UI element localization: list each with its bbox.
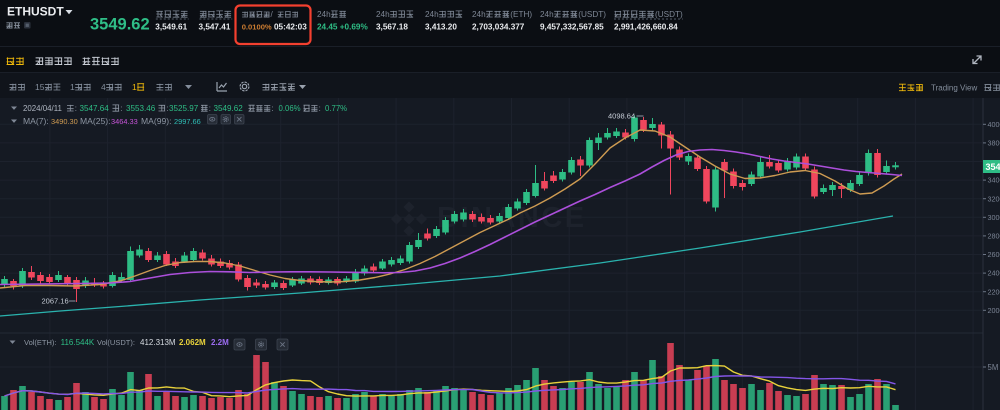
svg-text:(USDT): (USDT) — [578, 10, 606, 19]
svg-text:3490.30: 3490.30 — [51, 117, 78, 126]
svg-text:4000: 4000 — [988, 120, 1000, 129]
svg-text:24h: 24h — [472, 10, 486, 19]
svg-text:2.062M: 2.062M — [179, 338, 206, 347]
svg-text:Vol(ETH):: Vol(ETH): — [24, 338, 57, 347]
svg-text:4: 4 — [101, 82, 106, 92]
svg-text:3549.62: 3549.62 — [214, 104, 244, 113]
svg-text:3549.62: 3549.62 — [90, 16, 150, 34]
svg-text:3547.64: 3547.64 — [80, 104, 110, 113]
svg-text:3,413.20: 3,413.20 — [425, 23, 457, 32]
svg-text:24h: 24h — [376, 10, 390, 19]
svg-text:MA(99):: MA(99): — [141, 116, 172, 126]
svg-text:3000: 3000 — [988, 213, 1000, 222]
svg-text:3464.33: 3464.33 — [111, 117, 138, 126]
svg-text:ETHUSDT: ETHUSDT — [7, 5, 64, 19]
svg-text:15: 15 — [35, 82, 45, 92]
svg-text:24.45 +0.69%: 24.45 +0.69% — [317, 23, 368, 32]
svg-text:116.544K: 116.544K — [61, 338, 95, 347]
svg-text:2400: 2400 — [988, 269, 1000, 278]
svg-text:2200: 2200 — [988, 287, 1000, 296]
svg-text::: : — [209, 104, 211, 113]
svg-text:4098.64: 4098.64 — [608, 112, 635, 121]
svg-text:(USDT): (USDT) — [655, 10, 683, 19]
svg-text::: : — [75, 104, 77, 113]
svg-text:3,567.18: 3,567.18 — [376, 23, 408, 32]
svg-text:24h: 24h — [317, 10, 331, 19]
svg-text:0.77%: 0.77% — [325, 104, 347, 113]
svg-text:3553.46: 3553.46 — [126, 104, 156, 113]
svg-text:MA(25):: MA(25): — [80, 116, 111, 126]
svg-text:24h: 24h — [540, 10, 554, 19]
svg-text:(ETH): (ETH) — [510, 10, 532, 19]
svg-text:2024/04/11: 2024/04/11 — [23, 104, 62, 113]
svg-text:05:42:03: 05:42:03 — [274, 23, 307, 32]
svg-text:MA(7):: MA(7): — [23, 116, 49, 126]
svg-text:2600: 2600 — [988, 250, 1000, 259]
svg-text::: : — [120, 104, 122, 113]
svg-text:3400: 3400 — [988, 176, 1000, 185]
svg-text::: : — [166, 104, 168, 113]
svg-text:2800: 2800 — [988, 232, 1000, 241]
svg-text:2000: 2000 — [988, 306, 1000, 315]
svg-text:24h: 24h — [425, 10, 439, 19]
svg-text:0.0100%: 0.0100% — [242, 23, 272, 32]
svg-text:2.2M: 2.2M — [211, 338, 229, 347]
svg-text::: : — [271, 104, 273, 113]
svg-text:2,703,034.377: 2,703,034.377 — [472, 23, 525, 32]
svg-text:9,457,332,567.85: 9,457,332,567.85 — [540, 23, 604, 32]
svg-text:0.06%: 0.06% — [279, 104, 301, 113]
svg-text:Vol(USDT):: Vol(USDT): — [97, 338, 135, 347]
svg-text:Trading View: Trading View — [931, 84, 977, 93]
svg-text::: : — [319, 104, 321, 113]
svg-text:412.313M: 412.313M — [140, 338, 176, 347]
svg-text:1: 1 — [70, 82, 75, 92]
svg-text:3,549.61: 3,549.61 — [155, 23, 187, 32]
svg-text:3,547.41: 3,547.41 — [199, 23, 231, 32]
svg-text:3800: 3800 — [988, 139, 1000, 148]
svg-text:2,991,426,660.84: 2,991,426,660.84 — [614, 23, 678, 32]
svg-text:3549: 3549 — [986, 162, 1000, 172]
svg-text:2997.66: 2997.66 — [174, 117, 201, 126]
svg-text:5M: 5M — [988, 363, 999, 372]
svg-text:/: / — [271, 10, 274, 19]
svg-text:3525.97: 3525.97 — [169, 104, 199, 113]
svg-text:2067.16: 2067.16 — [42, 297, 69, 306]
svg-text:3200: 3200 — [988, 194, 1000, 203]
svg-text:1: 1 — [132, 82, 137, 92]
